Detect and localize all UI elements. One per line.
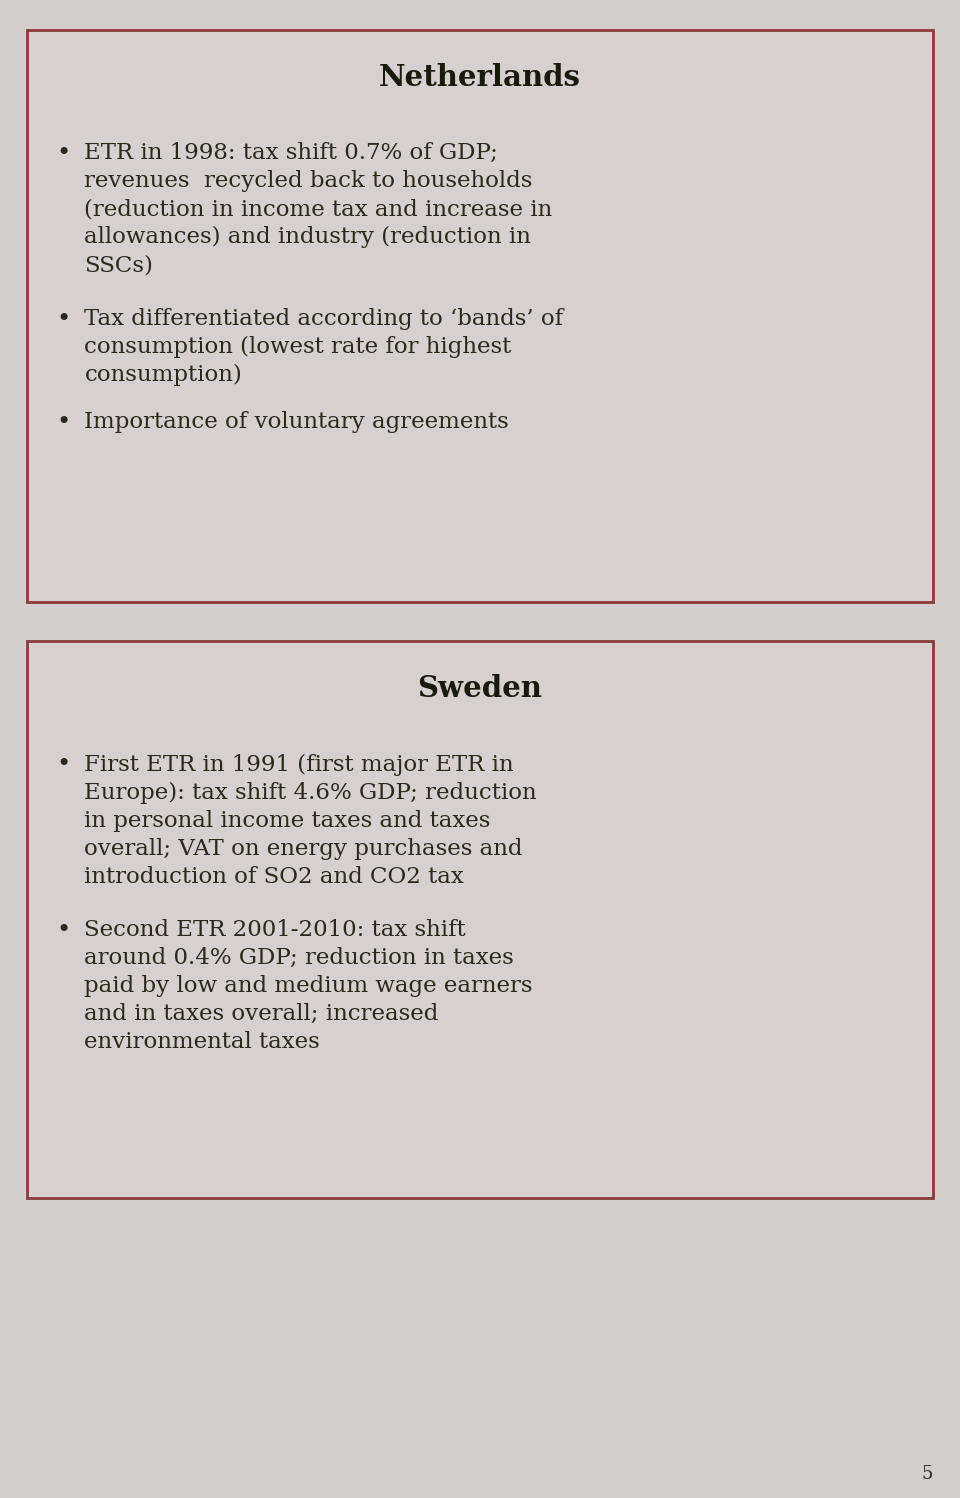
FancyBboxPatch shape [27,30,933,602]
Text: •: • [57,753,70,776]
Text: •: • [57,142,70,165]
Text: Importance of voluntary agreements: Importance of voluntary agreements [84,412,509,433]
Text: •: • [57,412,70,434]
Text: ETR in 1998: tax shift 0.7% of GDP;
revenues  recycled back to households
(reduc: ETR in 1998: tax shift 0.7% of GDP; reve… [84,142,553,276]
Text: 5: 5 [922,1465,933,1483]
Text: Tax differentiated according to ‘bands’ of
consumption (lowest rate for highest
: Tax differentiated according to ‘bands’ … [84,307,564,386]
Text: •: • [57,918,70,942]
Text: Second ETR 2001-2010: tax shift
around 0.4% GDP; reduction in taxes
paid by low : Second ETR 2001-2010: tax shift around 0… [84,918,533,1053]
Text: Sweden: Sweden [418,674,542,703]
Text: Netherlands: Netherlands [379,63,581,91]
Text: •: • [57,307,70,331]
FancyBboxPatch shape [27,641,933,1198]
Text: First ETR in 1991 (first major ETR in
Europe): tax shift 4.6% GDP; reduction
in : First ETR in 1991 (first major ETR in Eu… [84,753,537,887]
